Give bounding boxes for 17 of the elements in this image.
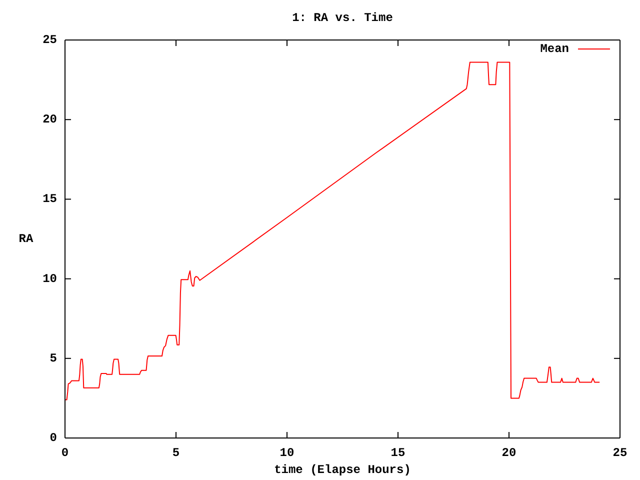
x-tick-label: 15 xyxy=(390,446,406,460)
y-axis-title: RA xyxy=(18,232,34,246)
y-tick-label: 20 xyxy=(42,112,57,127)
x-tick-label: 20 xyxy=(502,446,516,460)
legend-label: Mean xyxy=(540,42,569,56)
chart-title: 1: RA vs. Time xyxy=(291,11,394,25)
line-series xyxy=(65,62,600,400)
x-tick-label: 10 xyxy=(280,446,294,460)
x-tick-label: 25 xyxy=(612,446,628,460)
y-tick-label: 0 xyxy=(50,431,57,445)
y-tick-label: 10 xyxy=(42,272,57,286)
x-axis-title: time (Elapse Hours) xyxy=(274,463,411,477)
y-tick-label: 25 xyxy=(42,33,57,47)
y-tick-label: 15 xyxy=(42,192,57,206)
y-tick-label: 5 xyxy=(50,351,57,366)
x-tick-label: 0 xyxy=(61,446,69,460)
x-tick-label: 5 xyxy=(172,446,180,460)
